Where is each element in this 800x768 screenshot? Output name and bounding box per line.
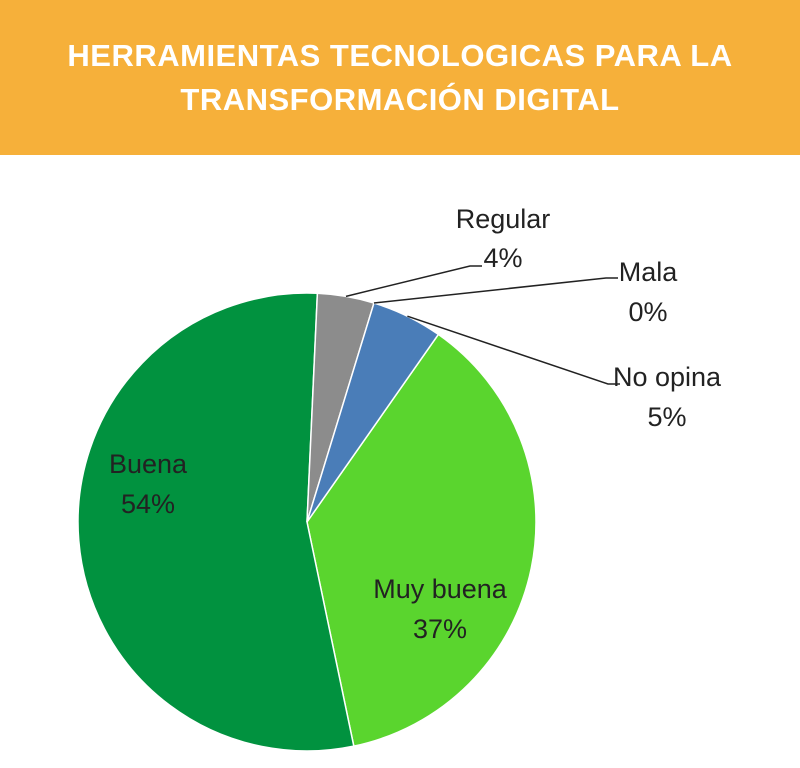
leader-lines — [345, 265, 620, 385]
chart-title-line-2: TRANSFORMACIÓN DIGITAL — [180, 81, 620, 117]
slice-label-buena: Buena — [109, 449, 188, 479]
pie-slices — [77, 292, 537, 752]
leader-line-no-opina — [407, 315, 620, 385]
slice-value-no-opina: 5% — [647, 402, 686, 432]
slice-label-regular: Regular — [456, 204, 551, 234]
slice-label-mala: Mala — [619, 257, 679, 287]
pie-chart-area: Muy buena 37% Buena 54% Regular 4% Mala 0% No op… — [0, 155, 800, 763]
leader-line-regular — [345, 265, 482, 298]
chart-title-line-1: HERRAMIENTAS TECNOLOGICAS PARA LA — [67, 37, 733, 73]
slice-label-muy-buena: Muy buena — [373, 574, 508, 604]
slice-label-no-opina: No opina — [613, 362, 722, 392]
pie-slice-buena — [77, 292, 355, 752]
leader-line-mala — [373, 277, 618, 304]
slice-value-regular: 4% — [483, 243, 522, 273]
slice-value-muy-buena: 37% — [413, 614, 467, 644]
slice-value-mala: 0% — [628, 297, 667, 327]
pie-slice-muy-buena — [306, 333, 537, 748]
slice-labels: Muy buena 37% Buena 54% Regular 4% Mala 0% No op… — [109, 204, 722, 644]
pie-chart: Muy buena 37% Buena 54% Regular 4% Mala 0% No op… — [77, 204, 722, 752]
chart-title-banner: HERRAMIENTAS TECNOLOGICAS PARA LA TRANSF… — [0, 0, 800, 155]
slice-value-buena: 54% — [121, 489, 175, 519]
